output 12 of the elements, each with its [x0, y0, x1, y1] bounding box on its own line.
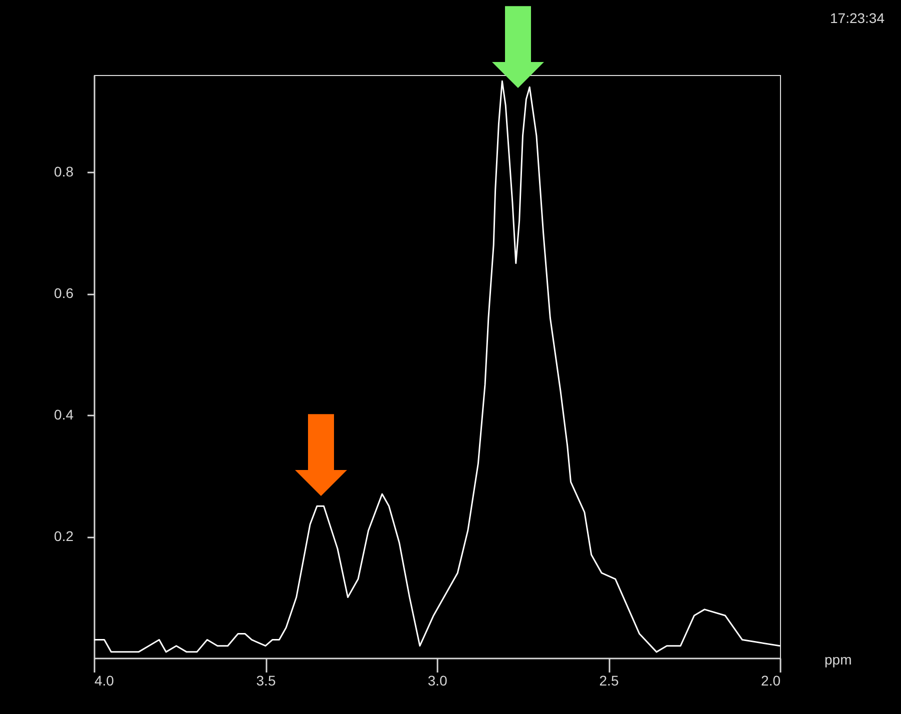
text: 17:23:34	[830, 10, 885, 26]
y-tick-label: 0.6	[54, 285, 74, 302]
x-tick-label: 2.0	[761, 672, 781, 688]
x-tick-label: 2.5	[599, 672, 619, 688]
x-axis-title: ppm	[824, 652, 852, 668]
y-tick-label: 0.2	[54, 528, 74, 544]
y-tick-label: 0.8	[54, 164, 74, 180]
y-tick-label: 0.4	[54, 406, 74, 423]
x-tick-label: 3.0	[428, 672, 448, 688]
x-tick-label: 4.0	[94, 672, 114, 688]
x-tick-label: 3.5	[256, 672, 276, 688]
line-series	[93, 80, 781, 653]
